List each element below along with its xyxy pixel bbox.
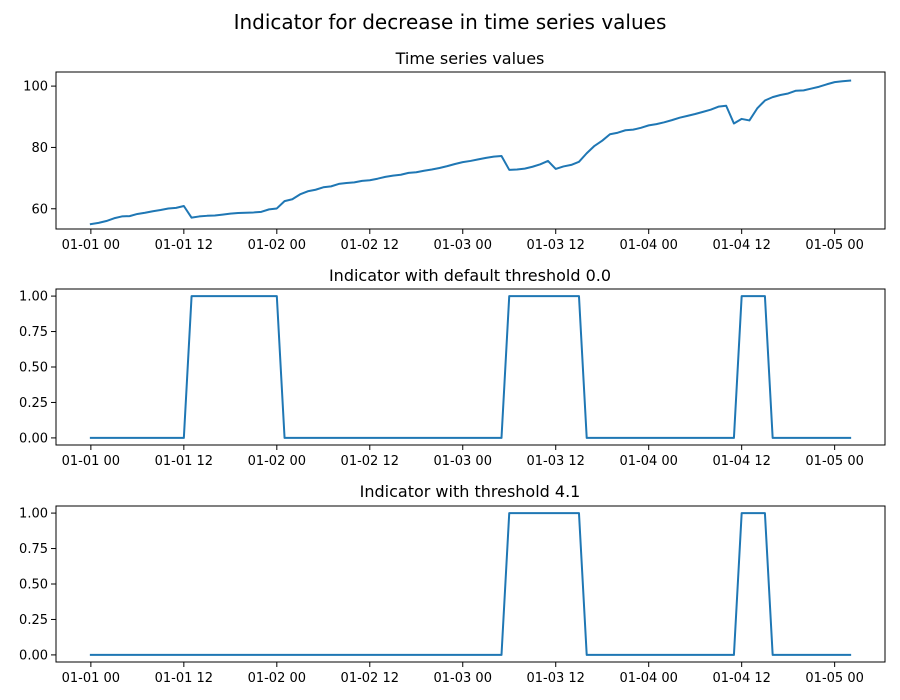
x-tick-label-indicator-default: 01-03 12: [526, 454, 584, 469]
x-tick-label-time-series: 01-05 00: [805, 238, 863, 253]
x-tick-label-indicator-default: 01-03 00: [434, 454, 492, 469]
x-tick-label-indicator-threshold: 01-01 12: [155, 671, 213, 686]
x-tick-label-time-series: 01-03 12: [526, 238, 584, 253]
x-tick-label-time-series: 01-04 12: [712, 238, 770, 253]
series-line-indicator-default: [89, 295, 852, 439]
axes-frame-indicator-default: [55, 288, 886, 446]
x-tick-label-indicator-default: 01-01 00: [62, 454, 120, 469]
plot-area-indicator-default: [89, 295, 852, 439]
y-tick-label-time-series: 60: [31, 202, 48, 217]
y-tick-label-indicator-default: 0.25: [19, 396, 48, 411]
y-tick-label-indicator-threshold: 0.50: [19, 578, 48, 593]
y-tick-label-indicator-default: 1.00: [19, 290, 48, 305]
panel-indicator-default: Indicator with default threshold 0.0 0.0…: [19, 266, 886, 469]
y-tick-label-indicator-default: 0.50: [19, 361, 48, 376]
x-tick-label-indicator-default: 01-05 00: [805, 454, 863, 469]
figure-title: Indicator for decrease in time series va…: [234, 10, 667, 34]
x-tick-label-indicator-threshold: 01-02 00: [248, 671, 306, 686]
x-tick-label-indicator-threshold: 01-04 00: [619, 671, 677, 686]
y-axis-indicator-default: 0.00 0.25 0.50 0.75 1.00: [19, 290, 56, 446]
x-tick-label-time-series: 01-02 00: [248, 238, 306, 253]
x-tick-label-time-series: 01-02 12: [341, 238, 399, 253]
x-tick-label-time-series: 01-01 00: [62, 238, 120, 253]
y-tick-label-indicator-threshold: 0.25: [19, 613, 48, 628]
axes-frame-time-series: [55, 71, 886, 230]
y-tick-label-indicator-threshold: 0.75: [19, 542, 48, 557]
x-tick-label-indicator-default: 01-02 12: [341, 454, 399, 469]
x-tick-label-indicator-threshold: 01-03 12: [526, 671, 584, 686]
y-axis-indicator-threshold: 0.00 0.25 0.50 0.75 1.00: [19, 507, 56, 663]
x-tick-label-indicator-default: 01-02 00: [248, 454, 306, 469]
series-line-time-series: [89, 79, 852, 226]
x-tick-label-indicator-threshold: 01-03 00: [434, 671, 492, 686]
y-tick-label-indicator-threshold: 1.00: [19, 507, 48, 522]
panel-title-indicator-default: Indicator with default threshold 0.0: [329, 266, 611, 285]
y-tick-label-indicator-default: 0.00: [19, 431, 48, 446]
x-axis-indicator-default: 01-01 00 01-01 12 01-02 00 01-02 12 01-03 00…: [62, 445, 864, 469]
panel-title-time-series: Time series values: [395, 49, 545, 68]
x-tick-label-indicator-threshold: 01-04 12: [712, 671, 770, 686]
plot-area-indicator-threshold: [89, 512, 852, 656]
y-tick-label-time-series: 80: [31, 141, 48, 156]
axes-frame-indicator-threshold: [55, 505, 886, 663]
x-tick-label-time-series: 01-01 12: [155, 238, 213, 253]
panel-title-indicator-threshold: Indicator with threshold 4.1: [360, 482, 581, 501]
x-tick-label-indicator-threshold: 01-02 12: [341, 671, 399, 686]
x-tick-label-indicator-default: 01-04 00: [619, 454, 677, 469]
x-tick-label-indicator-default: 01-04 12: [712, 454, 770, 469]
plot-area-time-series: [89, 79, 852, 226]
series-line-indicator-threshold: [89, 512, 852, 656]
x-tick-label-indicator-threshold: 01-05 00: [805, 671, 863, 686]
x-axis-time-series: 01-01 00 01-01 12 01-02 00 01-02 12 01-03 00…: [62, 229, 864, 253]
panel-indicator-threshold: Indicator with threshold 4.1 0.00 0.25 0.5…: [19, 482, 886, 686]
y-tick-label-indicator-threshold: 0.00: [19, 648, 48, 663]
x-axis-indicator-threshold: 01-01 00 01-01 12 01-02 00 01-02 12 01-03 00…: [62, 662, 864, 686]
x-tick-label-time-series: 01-03 00: [434, 238, 492, 253]
x-tick-label-indicator-threshold: 01-01 00: [62, 671, 120, 686]
x-tick-label-time-series: 01-04 00: [619, 238, 677, 253]
y-tick-label-time-series: 100: [23, 80, 48, 95]
x-tick-label-indicator-default: 01-01 12: [155, 454, 213, 469]
y-tick-label-indicator-default: 0.75: [19, 325, 48, 340]
y-axis-time-series: 60 80 100: [23, 80, 56, 217]
